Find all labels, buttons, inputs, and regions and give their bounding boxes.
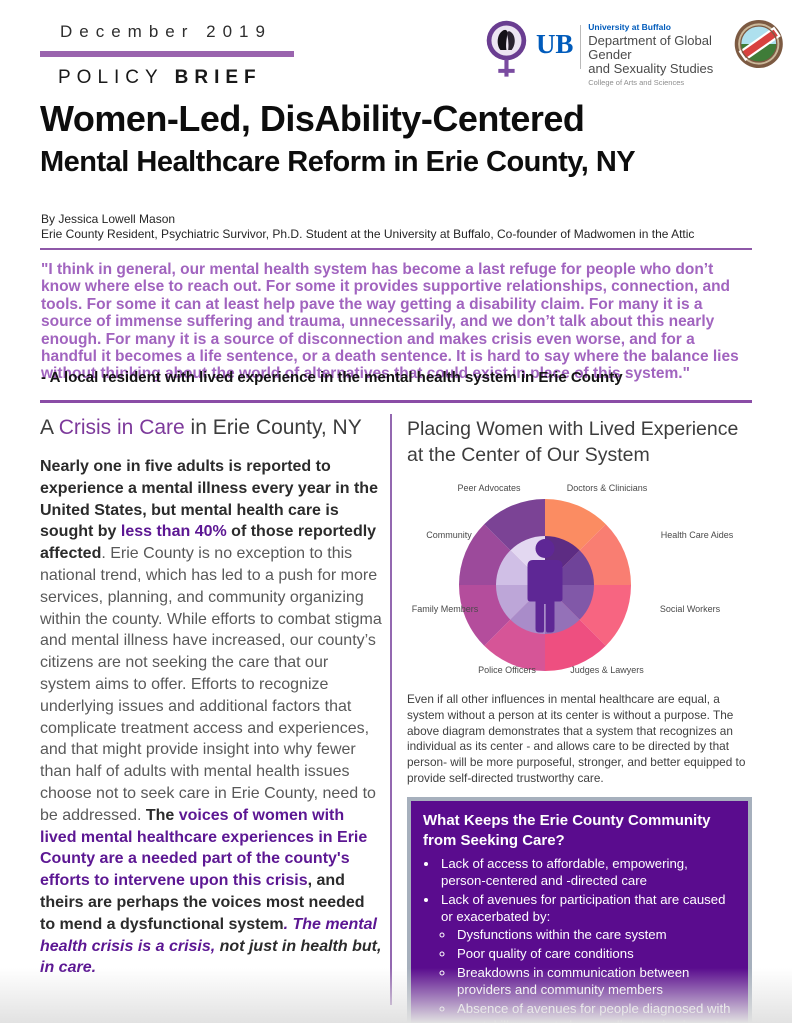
para-seg3: of those reportedly affected [40, 523, 377, 563]
ub-dept-line1: Department of Global Gender [588, 32, 712, 62]
quote-attribution: - A local resident with lived experience… [41, 369, 623, 386]
label-community: Community [426, 530, 472, 540]
para-seg2: less than 40% [120, 523, 227, 541]
ub-university-label: University at Buffalo [588, 22, 671, 32]
left-column: A Crisis in Care in Erie County, NY Near… [40, 414, 382, 1009]
pull-quote: "I think in general, our mental health s… [41, 261, 739, 383]
label-doctors-clinicians: Doctors & Clinicians [567, 483, 648, 493]
list-item-text: Lack of avenues for participation that a… [441, 891, 726, 924]
para-seg7: , and theirs are perhaps the voices most… [40, 872, 365, 933]
byline-credentials: Erie County Resident, Psychiatric Surviv… [41, 226, 695, 241]
seeking-care-info-box: What Keeps the Erie County Community fro… [407, 796, 752, 1023]
left-column-paragraph: Nearly one in five adults is reported to… [40, 456, 382, 979]
label-judges-lawyers: Judges & Lawyers [570, 665, 644, 675]
label-police-officers: Police Officers [478, 665, 536, 675]
brief-word-policy: POLICY [58, 67, 164, 88]
ub-mark-icon: UB [535, 29, 574, 59]
label-health-care-aides: Health Care Aides [661, 530, 734, 540]
heading-pre: A [40, 416, 59, 439]
diagram-caption: Even if all other influences in mental h… [407, 692, 746, 785]
para-seg6: voices of women with lived mental health… [40, 806, 368, 890]
madwomen-in-the-attic-logo-icon [486, 20, 527, 77]
label-family-members: Family Members [412, 604, 479, 614]
para-seg5: The [145, 806, 179, 824]
left-column-heading: A Crisis in Care in Erie County, NY [40, 416, 382, 440]
label-social-workers: Social Workers [660, 604, 721, 614]
sub-list-item: Poor quality of care conditions [455, 945, 736, 962]
column-divider [390, 414, 392, 1005]
brief-label: POLICY BRIEF [58, 67, 262, 89]
byline: By Jessica Lowell Mason Erie County Resi… [41, 212, 694, 241]
para-seg9: not just in health but, [219, 937, 382, 955]
para-seg4: . Erie County is no exception to this na… [40, 545, 382, 824]
heading-highlight: Crisis in Care [58, 416, 185, 439]
para-seg1: Nearly one in five adults is reported to… [40, 458, 378, 541]
info-box-sub-list: Dysfunctions within the care system Poor… [455, 926, 736, 1023]
label-peer-advocates: Peer Advocates [457, 483, 521, 493]
list-item: Lack of avenues for participation that a… [439, 891, 736, 1023]
right-column-heading: Placing Women with Lived Experience at t… [407, 416, 752, 468]
page-title-line1: Women-Led, DisAbility-Centered [40, 98, 585, 139]
logo-row: UB University at Buffalo Department of G… [485, 14, 785, 86]
right-column: Placing Women with Lived Experience at t… [407, 414, 752, 1023]
issue-date: December 2019 [60, 22, 272, 41]
byline-author: By Jessica Lowell Mason [41, 212, 176, 226]
county-seal-icon [735, 19, 784, 69]
divider-rule-top [40, 248, 752, 250]
person-centered-system-diagram: Peer Advocates Doctors & Clinicians Comm… [412, 483, 734, 675]
ub-department-logo: UB University at Buffalo Department of G… [536, 23, 728, 86]
sub-list-item: Absence of avenues for people diagnosed … [455, 1000, 736, 1023]
right-heading-line1: Placing Women with Lived Experience [407, 418, 739, 440]
para-seg10: in care. [40, 959, 97, 977]
para-seg8: . The mental health crisis is a crisis, [40, 915, 377, 955]
ub-logo-divider [580, 25, 582, 69]
info-box-title: What Keeps the Erie County Community fro… [423, 811, 711, 849]
right-heading-line2: at the Center of Our System [407, 444, 650, 466]
ub-dept-line2: and Sexuality Studies [588, 60, 714, 76]
sub-list-item: Breakdowns in communication between prov… [455, 964, 736, 998]
divider-rule-bottom [40, 400, 752, 403]
person-icon [527, 539, 563, 633]
content-columns: A Crisis in Care in Erie County, NY Near… [40, 414, 752, 1023]
list-item: Lack of access to affordable, empowering… [439, 855, 736, 889]
accent-bar [40, 51, 294, 57]
heading-post: in Erie County, NY [184, 416, 362, 439]
sub-list-item: Dysfunctions within the care system [455, 926, 736, 943]
page-title-line2: Mental Healthcare Reform in Erie County,… [40, 146, 636, 178]
ub-college-label: College of Arts and Sciences [588, 77, 685, 87]
brief-word-brief: BRIEF [174, 67, 262, 88]
info-box-bullet-list: Lack of access to affordable, empowering… [439, 855, 736, 1023]
